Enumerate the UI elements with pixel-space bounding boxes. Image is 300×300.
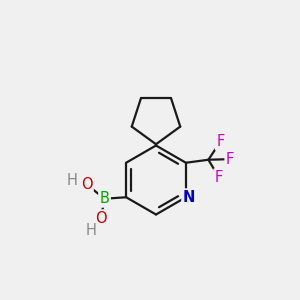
Text: F: F	[216, 134, 224, 149]
Text: F: F	[226, 152, 234, 166]
Text: O: O	[95, 211, 107, 226]
Text: F: F	[226, 152, 234, 166]
Text: F: F	[215, 169, 223, 184]
Text: N: N	[183, 190, 195, 205]
Text: O: O	[81, 177, 92, 192]
Text: F: F	[216, 134, 224, 149]
Text: O: O	[95, 211, 107, 226]
Text: H: H	[67, 173, 78, 188]
Text: F: F	[215, 169, 223, 184]
Text: B: B	[100, 191, 110, 206]
Text: B: B	[100, 191, 110, 206]
Text: H: H	[86, 223, 97, 238]
Text: O: O	[81, 177, 92, 192]
Text: N: N	[183, 190, 195, 205]
